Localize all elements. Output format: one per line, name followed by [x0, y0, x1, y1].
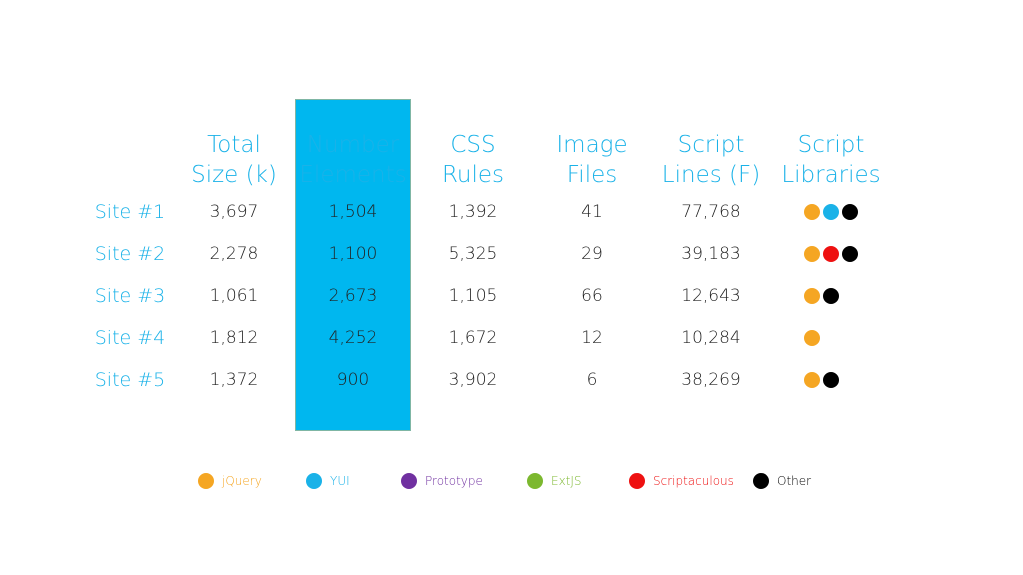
header-line: Image	[556, 132, 628, 158]
cell-css-rules: 1,105	[448, 286, 498, 306]
legend-label: ExtJS	[551, 474, 582, 488]
cell-css-rules: 1,672	[448, 328, 498, 348]
legend-item-jquery: jQuery	[198, 472, 262, 490]
cell-script-lines: 38,269	[681, 370, 741, 390]
cell-number-elements: 4,252	[328, 328, 378, 348]
scriptaculous-dot-icon	[823, 246, 839, 262]
cell-number-elements: 2,673	[328, 286, 378, 306]
jquery-dot-icon	[804, 330, 820, 346]
legend-item-extjs: ExtJS	[527, 472, 582, 490]
header-line: Size (k)	[191, 162, 277, 188]
legend-item-scriptaculous: Scriptaculous	[629, 472, 734, 490]
header-line: Script	[797, 132, 865, 158]
cell-script-lines: 12,643	[681, 286, 741, 306]
cell-script-libraries	[804, 204, 858, 220]
header-image-files: Image Files	[532, 130, 652, 192]
cell-total-size: 1,372	[209, 370, 259, 390]
legend-item-other: Other	[753, 472, 811, 490]
header-line: Number	[306, 132, 400, 158]
highlighted-column-number-elements	[295, 99, 411, 431]
prototype-dot-icon	[401, 473, 417, 489]
row-site-label: Site #2	[94, 243, 166, 265]
cell-image-files: 12	[581, 328, 603, 348]
header-line: CSS	[450, 132, 496, 158]
cell-css-rules: 1,392	[448, 202, 498, 222]
jquery-dot-icon	[804, 246, 820, 262]
cell-script-libraries	[804, 372, 839, 388]
header-line: Lines (F)	[661, 162, 761, 188]
scriptaculous-dot-icon	[629, 473, 645, 489]
row-site-label: Site #1	[94, 201, 166, 223]
header-css-rules: CSS Rules	[413, 130, 533, 192]
cell-script-libraries	[804, 330, 820, 346]
cell-number-elements: 1,504	[328, 202, 378, 222]
cell-total-size: 1,061	[209, 286, 259, 306]
cell-script-lines: 77,768	[681, 202, 741, 222]
cell-total-size: 1,812	[209, 328, 259, 348]
jquery-dot-icon	[198, 473, 214, 489]
cell-script-libraries	[804, 246, 858, 262]
header-script-lines: Script Lines (F)	[651, 130, 771, 192]
other-dot-icon	[753, 473, 769, 489]
cell-number-elements: 1,100	[328, 244, 378, 264]
legend-label: Other	[777, 474, 812, 488]
cell-image-files: 66	[581, 286, 603, 306]
header-line: Script	[677, 132, 745, 158]
jquery-dot-icon	[804, 372, 820, 388]
jquery-dot-icon	[804, 288, 820, 304]
cell-image-files: 41	[581, 202, 603, 222]
cell-image-files: 6	[586, 370, 598, 390]
cell-script-lines: 10,284	[681, 328, 741, 348]
other-dot-icon	[823, 288, 839, 304]
cell-script-libraries	[804, 288, 839, 304]
cell-image-files: 29	[581, 244, 603, 264]
cell-number-elements: 900	[336, 370, 370, 390]
header-script-libraries: Script Libraries	[771, 130, 891, 192]
header-line: Libraries	[781, 162, 881, 188]
cell-script-lines: 39,183	[681, 244, 741, 264]
other-dot-icon	[842, 246, 858, 262]
header-line: Files	[566, 162, 618, 188]
cell-total-size: 3,697	[209, 202, 259, 222]
header-number-elements: Number Elements	[293, 130, 413, 192]
other-dot-icon	[842, 204, 858, 220]
legend-label: Scriptaculous	[653, 474, 734, 488]
legend-label: YUI	[330, 474, 350, 488]
yui-dot-icon	[306, 473, 322, 489]
row-site-label: Site #3	[94, 285, 166, 307]
extjs-dot-icon	[527, 473, 543, 489]
yui-dot-icon	[823, 204, 839, 220]
cell-total-size: 2,278	[209, 244, 259, 264]
cell-css-rules: 3,902	[448, 370, 498, 390]
header-line: Rules	[441, 162, 505, 188]
row-site-label: Site #5	[94, 369, 166, 391]
header-line: Elements	[299, 162, 407, 188]
legend-label: jQuery	[222, 474, 262, 488]
header-total-size: Total Size (k)	[174, 130, 294, 192]
row-site-label: Site #4	[94, 327, 166, 349]
header-line: Total	[207, 132, 261, 158]
cell-css-rules: 5,325	[448, 244, 498, 264]
legend-item-yui: YUI	[306, 472, 350, 490]
legend-item-prototype: Prototype	[401, 472, 483, 490]
jquery-dot-icon	[804, 204, 820, 220]
legend-label: Prototype	[425, 474, 483, 488]
other-dot-icon	[823, 372, 839, 388]
